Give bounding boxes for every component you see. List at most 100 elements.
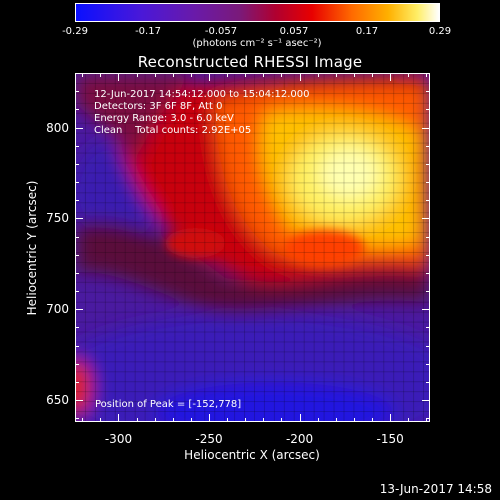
y-minor-tick bbox=[75, 236, 79, 238]
y-major-tick bbox=[422, 127, 430, 129]
x-minor-tick bbox=[281, 418, 283, 422]
y-minor-tick bbox=[426, 291, 430, 293]
colorbar-tick-label: 0.17 bbox=[355, 26, 379, 37]
colorbar-tick-label: -0.29 bbox=[62, 26, 88, 37]
y-tick-label: 650 bbox=[46, 393, 69, 408]
y-minor-tick bbox=[75, 145, 79, 147]
x-minor-tick bbox=[172, 418, 174, 422]
x-minor-tick bbox=[245, 418, 247, 422]
x-minor-tick bbox=[317, 73, 319, 77]
y-minor-tick bbox=[75, 291, 79, 293]
y-minor-tick bbox=[75, 200, 79, 202]
x-minor-tick bbox=[408, 418, 410, 422]
x-minor-tick bbox=[281, 73, 283, 77]
x-tick-label: -200 bbox=[285, 432, 314, 446]
y-minor-tick bbox=[75, 182, 79, 184]
x-major-tick bbox=[118, 414, 120, 422]
y-tick-label: 700 bbox=[46, 302, 69, 317]
x-minor-tick bbox=[227, 418, 229, 422]
x-minor-tick bbox=[372, 73, 374, 77]
y-minor-tick bbox=[75, 163, 79, 165]
y-minor-tick bbox=[426, 182, 430, 184]
plot-title: Reconstructed RHESSI Image bbox=[137, 53, 363, 71]
peak-position-label: Position of Peak = [-152,778] bbox=[95, 399, 242, 410]
x-tick-label: -300 bbox=[104, 432, 133, 446]
x-major-tick bbox=[209, 414, 211, 422]
y-minor-tick bbox=[426, 272, 430, 274]
y-minor-tick bbox=[75, 109, 79, 111]
x-minor-tick bbox=[263, 418, 265, 422]
x-axis-label: Heliocentric X (arcsec) bbox=[184, 448, 320, 462]
x-minor-tick bbox=[172, 73, 174, 77]
x-minor-tick bbox=[82, 73, 84, 77]
y-minor-tick bbox=[75, 73, 79, 74]
algorithm-counts-label: Clean Total counts: 2.92E+05 bbox=[94, 125, 252, 136]
y-major-tick bbox=[422, 218, 430, 220]
x-major-tick bbox=[299, 414, 301, 422]
x-minor-tick bbox=[154, 418, 156, 422]
y-minor-tick bbox=[426, 254, 430, 256]
x-minor-tick bbox=[100, 418, 102, 422]
y-minor-tick bbox=[75, 272, 79, 274]
x-minor-tick bbox=[426, 73, 428, 77]
x-minor-tick bbox=[82, 418, 84, 422]
y-minor-tick bbox=[75, 254, 79, 256]
y-minor-tick bbox=[426, 345, 430, 347]
y-minor-tick bbox=[426, 327, 430, 329]
x-minor-tick bbox=[335, 73, 337, 77]
y-minor-tick bbox=[426, 73, 430, 74]
y-minor-tick bbox=[426, 145, 430, 147]
x-minor-tick bbox=[335, 418, 337, 422]
x-minor-tick bbox=[245, 73, 247, 77]
x-minor-tick bbox=[263, 73, 265, 77]
x-major-tick bbox=[118, 73, 120, 81]
y-minor-tick bbox=[75, 363, 79, 365]
x-major-tick bbox=[299, 73, 301, 81]
y-minor-tick bbox=[75, 345, 79, 347]
y-major-tick bbox=[75, 127, 83, 129]
x-minor-tick bbox=[190, 418, 192, 422]
x-minor-tick bbox=[372, 418, 374, 422]
colorbar-tick-label: -0.057 bbox=[204, 26, 238, 37]
rhessi-image-map bbox=[76, 74, 429, 421]
y-major-tick bbox=[75, 400, 83, 402]
y-minor-tick bbox=[426, 109, 430, 111]
y-minor-tick bbox=[426, 382, 430, 383]
y-minor-tick bbox=[75, 418, 79, 420]
x-minor-tick bbox=[136, 418, 138, 422]
y-tick-label: 800 bbox=[46, 120, 69, 135]
y-minor-tick bbox=[426, 200, 430, 202]
x-major-tick bbox=[390, 73, 392, 81]
y-minor-tick bbox=[426, 418, 430, 420]
y-minor-tick bbox=[75, 327, 79, 329]
y-minor-tick bbox=[75, 91, 79, 93]
x-minor-tick bbox=[100, 73, 102, 77]
x-minor-tick bbox=[190, 73, 192, 77]
x-minor-tick bbox=[227, 73, 229, 77]
x-minor-tick bbox=[154, 73, 156, 77]
x-minor-tick bbox=[353, 73, 355, 77]
plot-timestamp: 13-Jun-2017 14:58 bbox=[379, 482, 492, 496]
energy-range-label: Energy Range: 3.0 - 6.0 keV bbox=[94, 113, 234, 124]
x-tick-label: -250 bbox=[195, 432, 223, 446]
time-range-label: 12-Jun-2017 14:54:12.000 to 15:04:12.000 bbox=[94, 89, 310, 100]
x-minor-tick bbox=[353, 418, 355, 422]
y-major-tick bbox=[422, 400, 430, 402]
y-tick-label: 750 bbox=[46, 211, 69, 226]
colorbar-tick-label: 0.057 bbox=[279, 26, 309, 37]
y-axis-label: Heliocentric Y (arcsec) bbox=[25, 180, 39, 316]
y-major-tick bbox=[75, 309, 83, 311]
x-major-tick bbox=[209, 73, 211, 81]
colorbar-units-label: (photons cm⁻² s⁻¹ asec⁻²) bbox=[192, 38, 322, 49]
y-major-tick bbox=[75, 218, 83, 220]
x-tick-label: -150 bbox=[376, 432, 404, 446]
y-minor-tick bbox=[426, 91, 430, 93]
x-minor-tick bbox=[317, 418, 319, 422]
y-major-tick bbox=[422, 309, 430, 311]
colorbar-tick-label: 0.29 bbox=[428, 26, 452, 37]
rhessi-image-plot: 12-Jun-2017 14:54:12.000 to 15:04:12.000… bbox=[75, 73, 430, 422]
x-minor-tick bbox=[136, 73, 138, 77]
colorbar-tick-label: -0.17 bbox=[135, 26, 161, 37]
x-minor-tick bbox=[408, 73, 410, 77]
y-minor-tick bbox=[426, 236, 430, 238]
